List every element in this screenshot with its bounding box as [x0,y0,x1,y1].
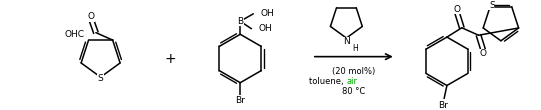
Text: (20 mol%): (20 mol%) [332,67,375,76]
Text: +: + [164,51,176,66]
Text: Br: Br [235,96,245,105]
Text: S: S [489,1,494,10]
Text: O: O [454,5,460,14]
Text: O: O [88,12,95,21]
Text: OH: OH [259,24,273,33]
Text: O: O [480,49,487,58]
Text: 80 °C: 80 °C [342,87,365,96]
Text: toluene,: toluene, [309,77,346,86]
Text: B: B [237,17,243,26]
Text: Br: Br [438,102,448,110]
Text: OH: OH [261,9,274,18]
Text: OHC: OHC [65,30,85,39]
Text: air: air [346,77,358,86]
Text: N: N [343,37,349,46]
Text: H: H [352,44,358,53]
Text: S: S [98,74,103,83]
